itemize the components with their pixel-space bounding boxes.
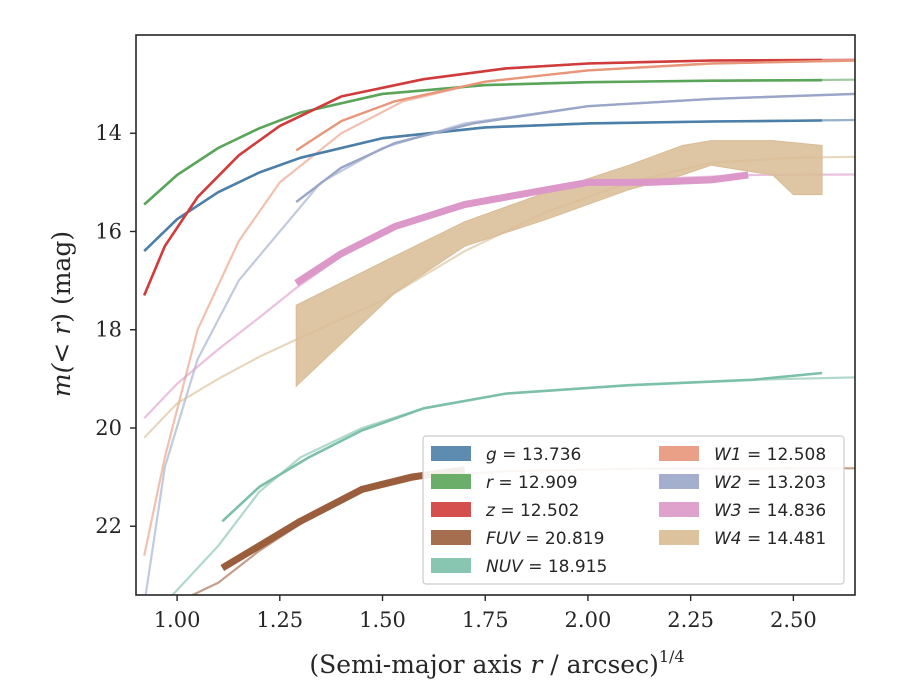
legend: g = 13.736 r = 12.909 z = 12.502 FUV = 20.8… bbox=[422, 435, 845, 585]
legend-swatch-g bbox=[431, 446, 471, 461]
series-z-measured-line bbox=[143, 58, 823, 296]
series-nuv-measured-line bbox=[221, 371, 823, 523]
y-tick-label: 18 bbox=[95, 318, 122, 342]
legend-swatch-z bbox=[431, 502, 471, 517]
x-tick-label: 1.50 bbox=[359, 608, 406, 632]
legend-swatch-w3 bbox=[659, 502, 699, 517]
legend-label-r: r = 12.909 bbox=[486, 473, 578, 493]
axis-ticks: 1.00 1.25 1.50 1.75 2.00 2.25 2.50 14 16 18 20 22 bbox=[95, 121, 816, 632]
legend-label-w4: W4 = 14.481 bbox=[714, 529, 826, 549]
y-tick-label: 20 bbox=[95, 416, 122, 440]
plot-area bbox=[143, 58, 855, 595]
legend-label-nuv: NUV = 18.915 bbox=[486, 557, 607, 577]
legend-label-w2: W2 = 13.203 bbox=[714, 473, 826, 493]
x-axis-label: (Semi-major axis r / arcsec)1/4 bbox=[309, 647, 684, 679]
series-w3-measured-line bbox=[294, 171, 749, 287]
x-tick-label: 2.50 bbox=[770, 608, 817, 632]
legend-label-w3: W3 = 14.836 bbox=[714, 501, 826, 521]
y-tick-label: 16 bbox=[95, 219, 122, 243]
legend-swatch-nuv bbox=[431, 558, 471, 573]
legend-label-g: g = 13.736 bbox=[486, 445, 581, 465]
legend-swatch-w4 bbox=[659, 530, 699, 545]
y-axis-label: m(< r) (mag) bbox=[47, 231, 76, 397]
legend-swatch-r bbox=[431, 474, 471, 489]
legend-label-w1: W1 = 12.508 bbox=[714, 445, 826, 465]
series-g-measured-line bbox=[143, 119, 823, 253]
legend-swatch-w2 bbox=[659, 474, 699, 489]
x-tick-label: 2.00 bbox=[565, 608, 612, 632]
legend-label-z: z = 12.502 bbox=[485, 501, 579, 521]
series-w1-measured-line bbox=[295, 59, 855, 152]
y-tick-label: 14 bbox=[95, 121, 122, 145]
legend-box bbox=[422, 435, 845, 585]
legend-swatch-w1 bbox=[659, 446, 699, 461]
legend-swatch-fuv bbox=[431, 530, 471, 545]
series-w2-measured-line bbox=[295, 92, 855, 203]
x-tick-label: 1.75 bbox=[462, 608, 509, 632]
x-tick-label: 1.25 bbox=[256, 608, 303, 632]
axes-frame bbox=[135, 34, 856, 596]
x-tick-label: 2.25 bbox=[667, 608, 714, 632]
series-r-measured-line bbox=[143, 78, 823, 206]
x-tick-label: 1.00 bbox=[154, 608, 201, 632]
y-tick-label: 22 bbox=[95, 514, 122, 538]
series-fuv-measured-line bbox=[220, 466, 466, 572]
legend-label-fuv: FUV = 20.819 bbox=[486, 529, 604, 549]
